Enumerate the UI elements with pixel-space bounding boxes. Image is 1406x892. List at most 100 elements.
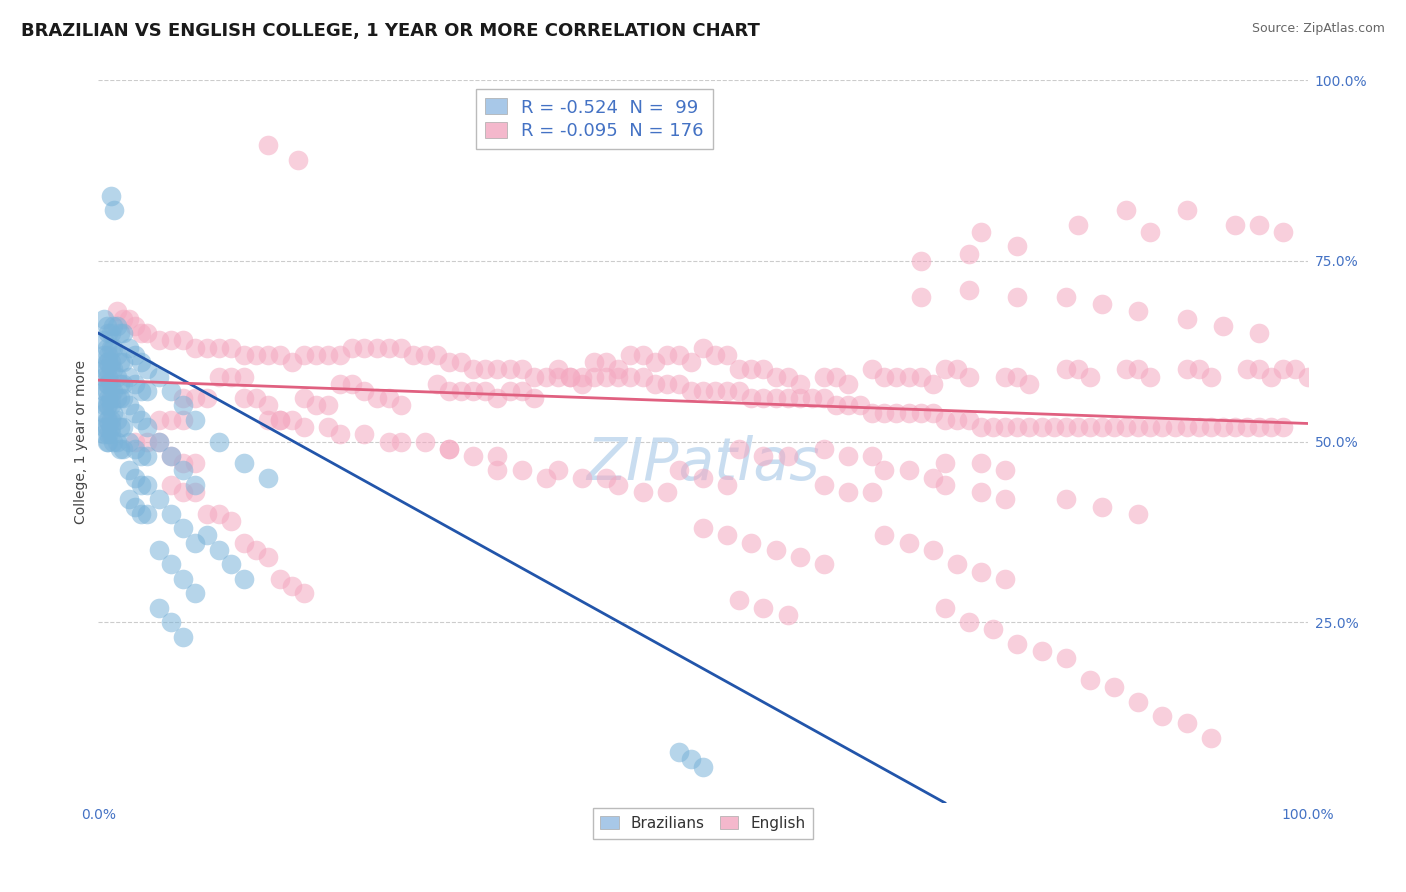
Point (160, 507, 183, 521)
Point (873, 463, 896, 477)
Point (124, 442, 146, 456)
Point (172, 413, 194, 427)
Point (1175, 311, 1198, 326)
Point (957, 246, 980, 260)
Point (97, 348, 120, 362)
Point (728, 442, 751, 456)
Point (934, 600, 956, 615)
Point (970, 420, 993, 434)
Point (96, 318, 118, 333)
Point (195, 391, 218, 405)
Point (498, 384, 520, 398)
Point (679, 384, 702, 398)
Point (510, 384, 533, 398)
Point (655, 485, 678, 500)
Point (129, 449, 152, 463)
Point (221, 369, 243, 384)
Point (595, 470, 617, 484)
Point (366, 391, 388, 405)
Point (716, 478, 738, 492)
Point (135, 449, 157, 463)
Point (558, 369, 581, 384)
Point (329, 348, 352, 362)
Point (873, 369, 896, 384)
Point (93, 362, 115, 376)
Point (208, 507, 231, 521)
Point (934, 456, 956, 470)
Point (184, 535, 207, 549)
Point (100, 326, 122, 340)
Point (910, 290, 932, 304)
Point (305, 348, 328, 362)
Point (160, 615, 183, 630)
Point (813, 558, 835, 572)
Point (97, 413, 120, 427)
Point (498, 362, 520, 376)
Point (994, 420, 1017, 434)
Point (595, 355, 617, 369)
Point (776, 369, 799, 384)
Point (97, 427, 120, 442)
Point (837, 485, 859, 500)
Point (1128, 507, 1150, 521)
Point (910, 369, 932, 384)
Point (124, 470, 146, 484)
Point (118, 398, 141, 412)
Point (534, 369, 557, 384)
Point (184, 586, 207, 600)
Point (1054, 290, 1077, 304)
Point (172, 334, 194, 348)
Point (1223, 420, 1246, 434)
Point (716, 348, 738, 362)
Point (256, 398, 278, 412)
Point (232, 369, 254, 384)
Point (437, 384, 460, 398)
Point (595, 369, 617, 384)
Point (269, 348, 291, 362)
Point (752, 391, 775, 405)
Point (486, 362, 509, 376)
Point (426, 348, 449, 362)
Point (692, 521, 714, 535)
Point (118, 311, 141, 326)
Point (1236, 420, 1258, 434)
Point (329, 427, 352, 442)
Point (1031, 644, 1053, 658)
Point (129, 507, 152, 521)
Point (1128, 304, 1150, 318)
Point (245, 542, 267, 557)
Point (728, 384, 751, 398)
Point (981, 420, 1004, 434)
Point (292, 420, 315, 434)
Point (860, 449, 883, 463)
Point (108, 376, 131, 391)
Point (124, 406, 146, 420)
Point (148, 434, 170, 449)
Point (1115, 420, 1137, 434)
Point (679, 355, 702, 369)
Point (463, 362, 485, 376)
Point (1260, 420, 1282, 434)
Point (96, 355, 118, 369)
Point (583, 369, 606, 384)
Point (232, 348, 254, 362)
Point (129, 413, 152, 427)
Point (789, 550, 811, 565)
Point (1199, 731, 1222, 745)
Point (105, 391, 128, 405)
Point (1152, 420, 1174, 434)
Point (100, 398, 122, 412)
Point (160, 449, 183, 463)
Point (100, 189, 122, 203)
Point (105, 413, 128, 427)
Point (994, 572, 1017, 586)
Point (873, 406, 896, 420)
Point (1007, 637, 1029, 651)
Point (111, 420, 134, 434)
Point (740, 362, 762, 376)
Point (389, 434, 412, 449)
Point (93, 406, 115, 420)
Point (619, 348, 641, 362)
Point (1031, 420, 1053, 434)
Point (160, 334, 183, 348)
